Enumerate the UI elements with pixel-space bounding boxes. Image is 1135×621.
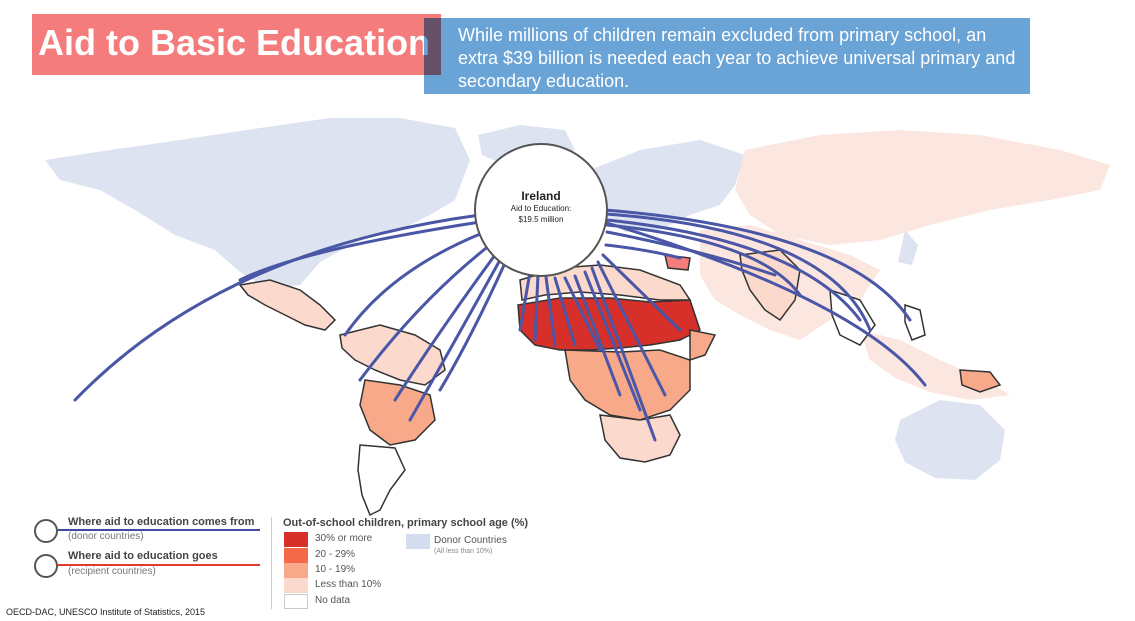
south-america-mid [359,379,436,446]
donor-regions [45,118,1005,480]
flow-line [238,220,482,282]
north-america-land [45,118,470,290]
choropleth-legend-title: Out-of-school children, primary school a… [283,517,529,529]
flow-line [438,261,507,392]
focus-country-name: Ireland [521,189,561,203]
flow-line [518,270,532,332]
swatch-donor [406,534,430,549]
philippines [904,303,926,341]
flow-line [553,276,577,347]
donor-circle-icon [34,519,58,543]
swatch-10-19 [284,563,308,578]
swatch-label-20-29: 20 - 29% [315,549,356,560]
swatch-label-no-data: No data [315,595,351,606]
flow-line [583,270,642,412]
flow-line [596,260,667,397]
swatch-label-less-10: Less than 10% [315,579,382,590]
subtitle-text: While millions of children remain exclud… [458,25,1016,91]
flow-line [533,273,540,342]
flow-line [544,275,557,347]
legend-comes-from-sub: (donor countries) [68,531,144,542]
legend-recipient-line [58,564,260,566]
flow-line [603,208,912,322]
flow-line [604,243,682,260]
flow-line [563,276,602,352]
japan-land [898,230,918,265]
recipient-circle-icon [34,554,58,578]
southern-africa [599,414,681,463]
flow-line [601,253,682,332]
donor-label: Donor Countries [434,535,507,546]
flow-line [602,220,927,387]
focus-country-circle[interactable]: Ireland Aid to Education: $19.5 million [474,143,608,277]
subtitle-banner [424,18,1030,94]
legend-divider [271,517,272,609]
australia-land [895,400,1005,480]
flow-line [408,258,502,422]
source-note: OECD-DAC, UNESCO Institute of Statistics… [6,607,206,617]
title-banner [32,14,441,75]
legend-goes-sub: (recipient countries) [68,566,156,577]
page-title: Aid to Basic Education [38,22,431,63]
flow-line [604,212,872,332]
swatch-no-data [284,594,308,609]
aid-flows [73,208,927,442]
flow-line [590,266,657,442]
focus-country-aid-label: Aid to Education: [510,204,572,213]
central-africa [564,349,691,421]
swatch-20-29 [284,548,308,563]
swatch-label-10-19: 10 - 19% [315,564,356,575]
legend-goes-title: Where aid to education goes [68,550,218,562]
south-america-north [339,324,446,386]
flow-line [358,243,492,382]
swatch-30-plus [284,532,308,547]
horn-of-africa [689,329,717,362]
russia-land [735,130,1110,245]
europe-land [590,140,745,232]
flow-line [343,230,487,337]
mexico-central-america [238,279,337,331]
africa [517,264,717,463]
flow-line [605,218,862,322]
flow-line [73,213,482,402]
swatch-label-30-plus: 30% or more [315,533,373,544]
south-america-south [357,444,406,517]
swatch-less-10 [284,578,308,593]
middle-east [664,254,691,271]
flow-line [605,223,802,297]
donor-sub: (All less than 10%) [434,548,493,555]
latin-america [238,279,446,517]
flow-line [573,274,622,397]
focus-country-aid-value: $19.5 million [518,215,564,224]
legend-donor-line [58,529,260,531]
papua [959,369,1002,393]
flow-line [393,253,497,402]
legend-comes-from-title: Where aid to education comes from [68,516,255,528]
